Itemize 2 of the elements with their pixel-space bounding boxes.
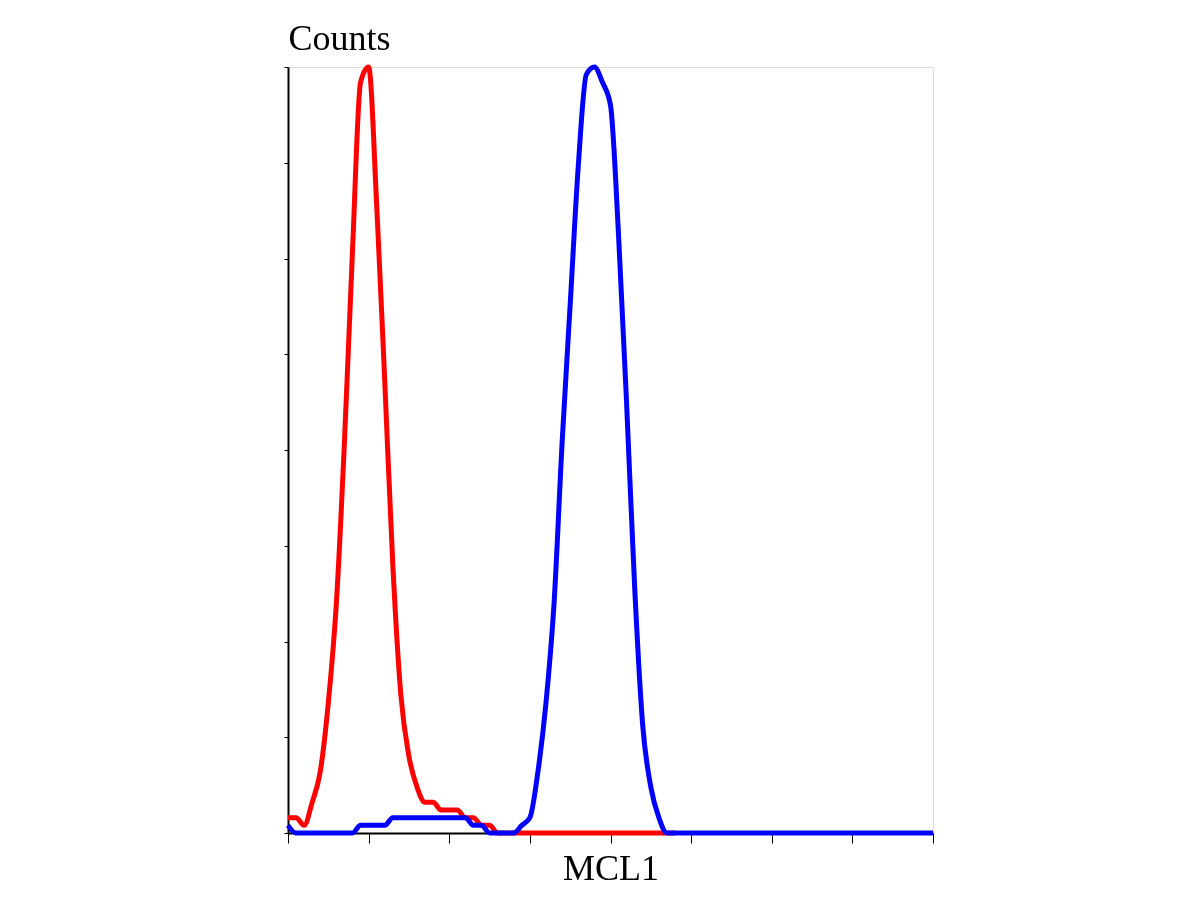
x-axis-title: MCL1 bbox=[562, 848, 660, 888]
y-axis-title: Counts bbox=[288, 17, 391, 58]
